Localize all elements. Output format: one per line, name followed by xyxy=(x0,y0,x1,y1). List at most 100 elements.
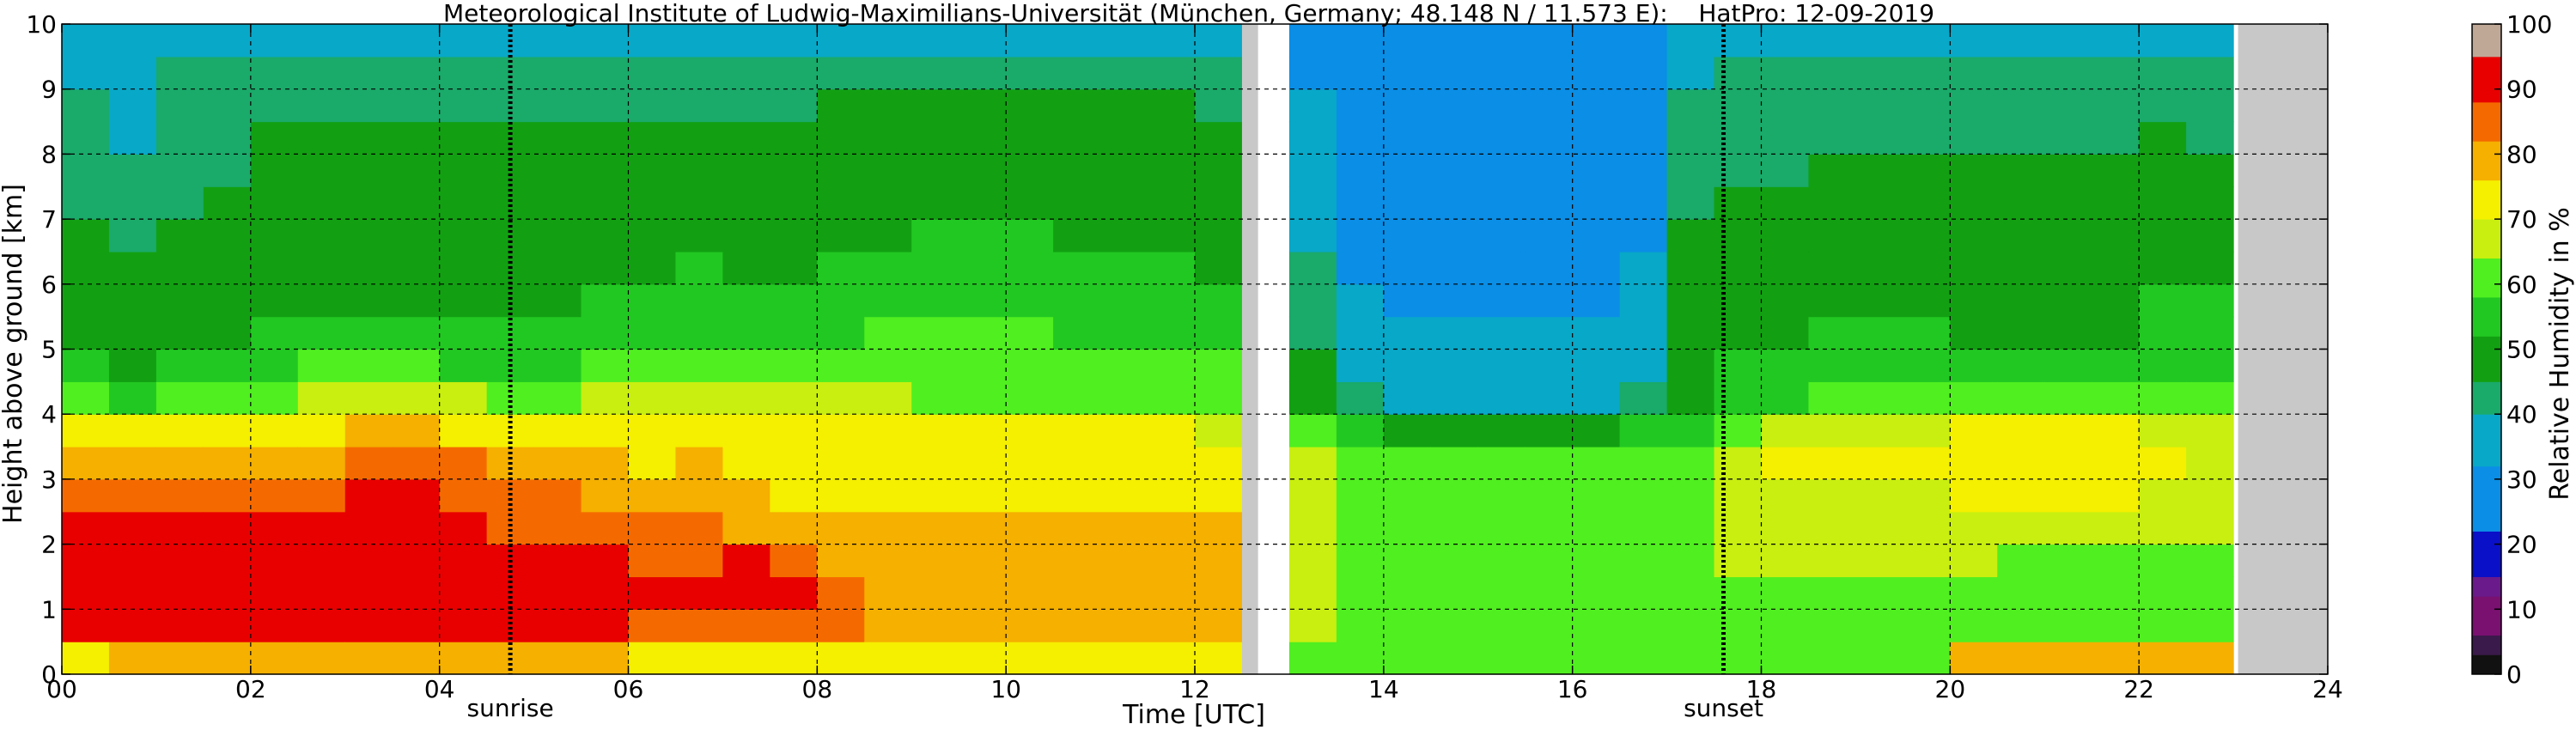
heatmap-cell xyxy=(533,56,582,90)
heatmap-cell xyxy=(1855,121,1903,155)
heatmap-cell xyxy=(1619,447,1668,480)
heatmap-cell xyxy=(1430,283,1479,318)
heatmap-cell xyxy=(297,511,346,545)
y-axis-ticks: 0 1 2 3 4 5 6 7 8 9 10 xyxy=(26,10,2328,689)
heatmap-cell xyxy=(770,219,818,252)
heatmap-cell xyxy=(1808,414,1857,447)
heatmap-cell xyxy=(1903,544,1951,578)
heatmap-cell xyxy=(1100,447,1148,480)
heatmap-cell xyxy=(1808,88,1857,123)
heatmap-cell xyxy=(62,609,110,642)
heatmap-cell xyxy=(1525,283,1574,318)
chart-title: Meteorological Institute of Ludwig-Maxim… xyxy=(443,0,1934,27)
heatmap-cell xyxy=(1666,121,1715,155)
heatmap-cell xyxy=(1195,283,1243,318)
heatmap-cell xyxy=(581,251,630,285)
heatmap-cell xyxy=(911,56,959,90)
heatmap-cell xyxy=(675,642,724,675)
heatmap-cell xyxy=(1383,414,1432,447)
heatmap-cell xyxy=(628,349,677,382)
heatmap-cell xyxy=(250,121,299,155)
heatmap-cell xyxy=(959,56,1007,90)
heatmap-cell xyxy=(344,24,393,58)
heatmap-cell xyxy=(911,511,959,545)
heatmap-cell xyxy=(297,414,346,447)
heatmap-cell xyxy=(1100,414,1148,447)
heatmap-cell xyxy=(250,447,299,480)
heatmap-cell xyxy=(1619,88,1668,123)
heatmap-cell xyxy=(628,478,677,513)
heatmap-cell xyxy=(1148,576,1196,610)
heatmap-cell xyxy=(108,576,157,610)
humidity-heatmap xyxy=(62,24,2234,675)
heatmap-cell xyxy=(1808,511,1857,545)
heatmap-cell xyxy=(203,511,252,545)
heatmap-cell xyxy=(911,478,959,513)
heatmap-cell xyxy=(1950,56,1998,90)
heatmap-cell xyxy=(2186,576,2234,610)
heatmap-cell xyxy=(2139,478,2187,513)
heatmap-cell xyxy=(297,283,346,318)
heatmap-cell xyxy=(1195,349,1243,382)
heatmap-cell xyxy=(2044,251,2092,285)
heatmap-cell xyxy=(2139,609,2187,642)
heatmap-cell xyxy=(2092,186,2140,220)
heatmap-cell xyxy=(1950,316,1998,350)
heatmap-cell xyxy=(2186,511,2234,545)
heatmap-cell xyxy=(1477,251,1526,285)
heatmap-cell xyxy=(1950,447,1998,480)
heatmap-cell xyxy=(155,511,204,545)
heatmap-cell xyxy=(1903,251,1951,285)
colorbar-segment xyxy=(2472,336,2501,382)
heatmap-cell xyxy=(1666,381,1715,415)
heatmap-cell xyxy=(1383,576,1432,610)
heatmap-cell xyxy=(1053,511,1101,545)
heatmap-cell xyxy=(1855,414,1903,447)
heatmap-cell xyxy=(770,56,818,90)
heatmap-cell xyxy=(1195,186,1243,220)
heatmap-cell xyxy=(1430,349,1479,382)
annotation-sunset: sunset xyxy=(1684,694,1763,722)
heatmap-cell xyxy=(1525,609,1574,642)
heatmap-cell xyxy=(675,609,724,642)
heatmap-cell xyxy=(770,349,818,382)
heatmap-cell xyxy=(392,121,441,155)
heatmap-cell xyxy=(250,24,299,58)
heatmap-cell xyxy=(2139,414,2187,447)
heatmap-cell xyxy=(439,478,488,513)
heatmap-cell xyxy=(1148,642,1196,675)
y-tick-label: 1 xyxy=(41,595,57,624)
heatmap-cell xyxy=(1336,478,1385,513)
heatmap-cell xyxy=(108,88,157,123)
heatmap-cell xyxy=(581,576,630,610)
heatmap-cell xyxy=(1761,478,1810,513)
heatmap-cell xyxy=(911,576,959,610)
heatmap-cell xyxy=(2092,349,2140,382)
heatmap-cell xyxy=(817,544,865,578)
heatmap-cell xyxy=(344,447,393,480)
heatmap-cell xyxy=(1855,576,1903,610)
heatmap-cell xyxy=(1336,414,1385,447)
heatmap-cell xyxy=(1383,544,1432,578)
heatmap-cell xyxy=(675,316,724,350)
heatmap-cell xyxy=(959,381,1007,415)
heatmap-cell xyxy=(155,349,204,382)
heatmap-cell xyxy=(864,283,912,318)
heatmap-cell xyxy=(1006,447,1054,480)
heatmap-cell xyxy=(722,511,770,545)
x-axis-ticks: 00 02 04 06 08 10 12 14 16 18 20 22 24 xyxy=(46,24,2343,703)
heatmap-cell xyxy=(1477,576,1526,610)
heatmap-cell xyxy=(1195,154,1243,187)
heatmap-cell xyxy=(2139,88,2187,123)
heatmap-cell xyxy=(155,381,204,415)
heatmap-cell xyxy=(1525,414,1574,447)
heatmap-cell xyxy=(1288,186,1337,220)
heatmap-cell xyxy=(533,283,582,318)
x-tick-label: 20 xyxy=(1935,675,1966,703)
heatmap-cell xyxy=(1619,219,1668,252)
heatmap-cell xyxy=(1336,24,1385,58)
heatmap-cell xyxy=(1903,56,1951,90)
heatmap-cell xyxy=(675,121,724,155)
heatmap-cell xyxy=(1477,642,1526,675)
heatmap-cell xyxy=(722,609,770,642)
